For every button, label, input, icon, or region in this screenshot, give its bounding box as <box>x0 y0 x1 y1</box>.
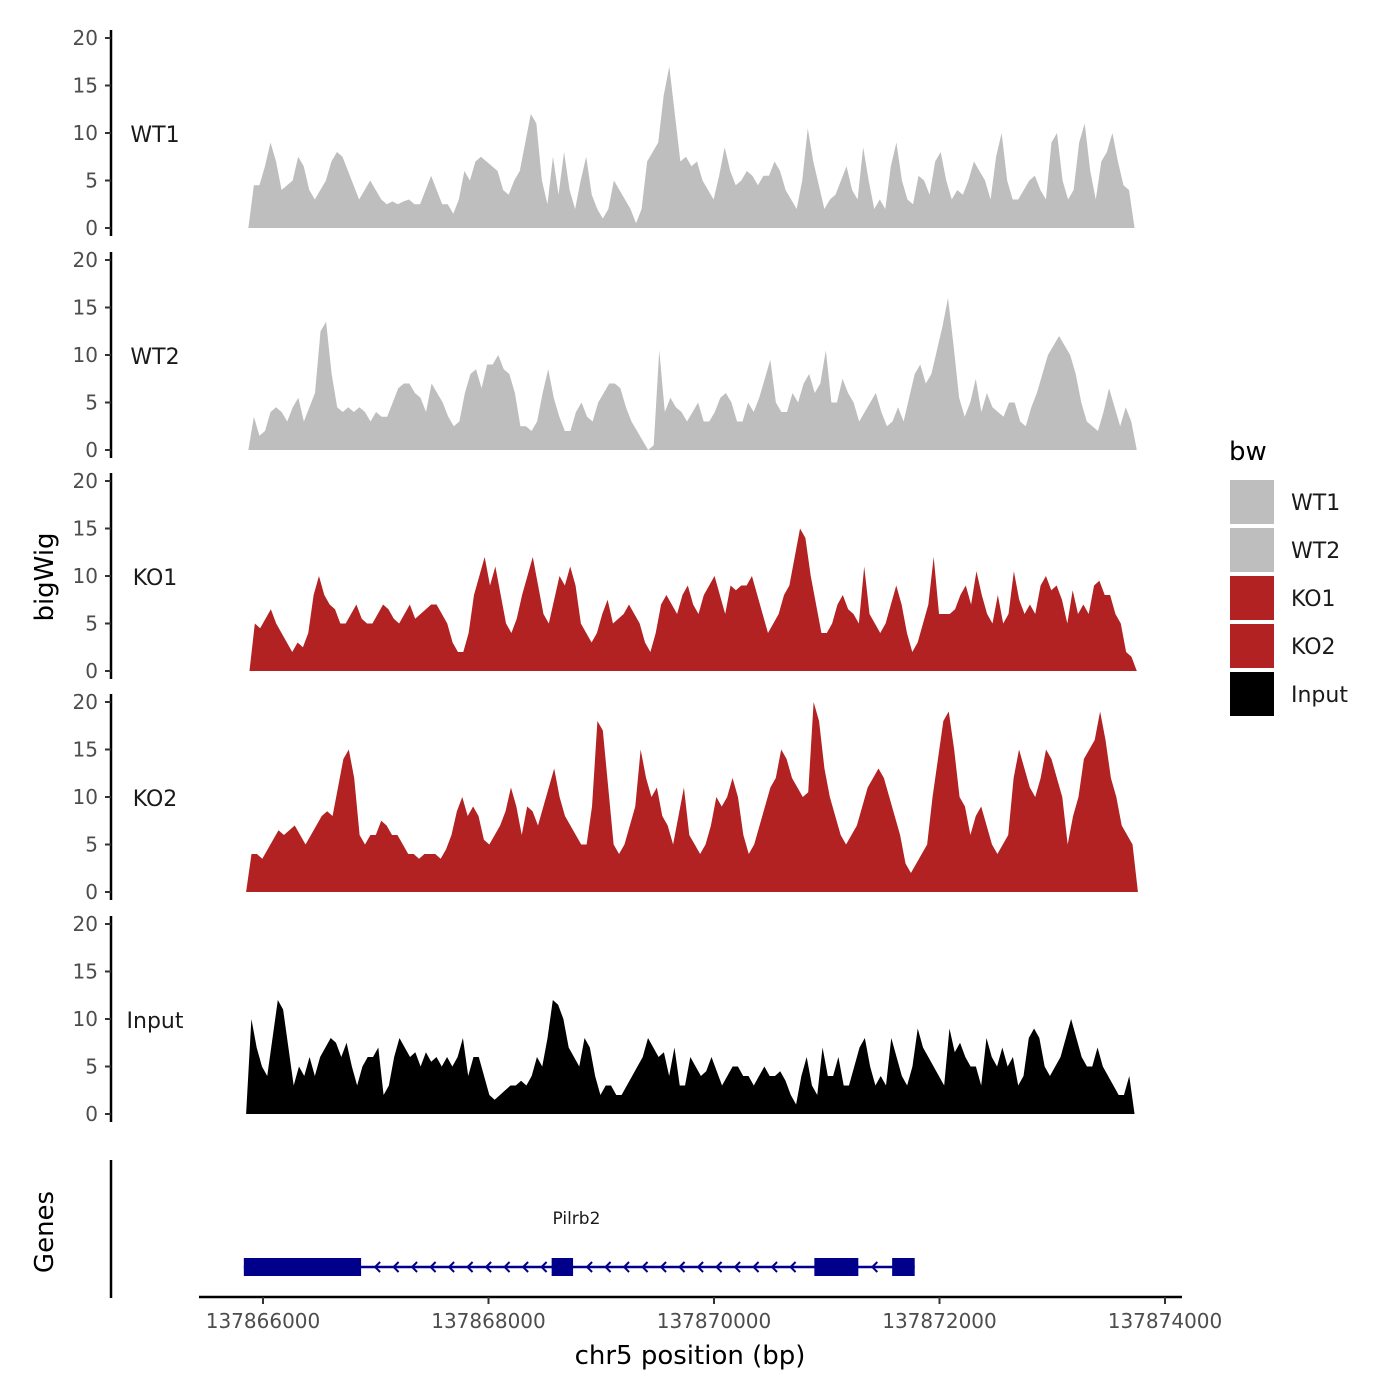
legend-label-wt2: WT2 <box>1291 539 1340 564</box>
y-tick-label: 5 <box>85 612 98 636</box>
strand-arrow <box>770 1261 778 1273</box>
strand-arrow <box>696 1261 704 1273</box>
strand-arrow <box>429 1261 437 1273</box>
track-label-wt1: WT1 <box>130 123 179 148</box>
y-tick-label: 10 <box>73 1007 98 1031</box>
strand-arrow <box>659 1261 667 1273</box>
y-tick-label: 20 <box>73 469 98 493</box>
gene-exon <box>551 1258 574 1276</box>
x-tick-label: 137872000 <box>882 1309 997 1333</box>
signal-area-ko1 <box>249 528 1137 671</box>
legend: bw WT1 WT2 KO1 KO2 Input <box>1229 437 1348 716</box>
y-tick-label: 10 <box>73 564 98 588</box>
legend-label-ko2: KO2 <box>1291 635 1336 660</box>
y-tick-label: 0 <box>85 216 98 240</box>
y-tick-label: 15 <box>73 74 98 98</box>
signal-area-input <box>246 1000 1135 1114</box>
strand-arrow <box>715 1261 723 1273</box>
strand-arrow <box>604 1261 612 1273</box>
y-tick-label: 20 <box>73 690 98 714</box>
x-tick-label: 137870000 <box>657 1309 772 1333</box>
track-label-input: Input <box>127 1009 184 1034</box>
y-tick-label: 5 <box>85 391 98 415</box>
track-panel-wt2: 0 5 10 15 20 WT2 <box>73 248 1137 462</box>
strand-arrow <box>410 1261 418 1273</box>
y-tick-label: 20 <box>73 26 98 50</box>
track-label-ko1: KO1 <box>133 566 178 591</box>
strand-arrow <box>585 1261 593 1273</box>
strand-arrow <box>484 1261 492 1273</box>
gene-exon <box>892 1258 915 1276</box>
legend-title: bw <box>1229 437 1267 467</box>
genes-axis-title: Genes <box>30 1191 60 1273</box>
legend-swatch-ko1 <box>1230 576 1274 620</box>
y-tick-label: 20 <box>73 912 98 936</box>
y-tick-label: 0 <box>85 1102 98 1126</box>
y-tick-label: 10 <box>73 343 98 367</box>
y-tick-label: 15 <box>73 960 98 984</box>
y-tick-label: 5 <box>85 833 98 857</box>
y-tick-label: 5 <box>85 169 98 193</box>
legend-swatch-ko2 <box>1230 624 1274 668</box>
track-panel-wt1: 0 5 10 15 20 WT1 <box>73 26 1135 240</box>
genes-panel: Pilrb2 <box>109 1160 915 1298</box>
strand-arrow <box>752 1261 760 1273</box>
y-tick-label: 15 <box>73 738 98 762</box>
strand-arrow <box>678 1261 686 1273</box>
gene-exon <box>814 1258 859 1276</box>
strand-arrow <box>447 1261 455 1273</box>
y-tick-label: 15 <box>73 517 98 541</box>
strand-arrow <box>521 1261 529 1273</box>
strand-arrow <box>392 1261 400 1273</box>
track-label-ko2: KO2 <box>133 787 178 812</box>
strand-arrow <box>641 1261 649 1273</box>
strand-arrow <box>622 1261 630 1273</box>
y-tick-label: 10 <box>73 785 98 809</box>
legend-label-wt1: WT1 <box>1291 491 1340 516</box>
track-panel-ko1: 0 5 10 15 20 KO1 <box>73 469 1137 683</box>
strand-arrow <box>870 1261 879 1273</box>
signal-area-wt1 <box>248 66 1135 228</box>
y-tick-label: 20 <box>73 248 98 272</box>
track-panel-ko2: 0 5 10 15 20 KO2 <box>73 690 1138 904</box>
gene-exon <box>243 1258 362 1276</box>
strand-arrow <box>733 1261 741 1273</box>
strand-arrow <box>540 1261 548 1273</box>
y-axis-title: bigWig <box>30 532 60 621</box>
track-label-wt2: WT2 <box>130 345 179 370</box>
x-axis-title: chr5 position (bp) <box>575 1341 806 1371</box>
x-tick-label: 137866000 <box>206 1309 321 1333</box>
track-panel-input: 0 5 10 15 20 Input <box>73 912 1135 1126</box>
legend-swatch-wt1 <box>1230 480 1274 524</box>
track-panels: 0 5 10 15 20 WT1 0 5 10 15 20 WT2 0 5 10 15 20 KO1 0 5 10 15 2… <box>73 26 1138 1126</box>
x-axis: 137866000 137868000 137870000 137872000 1378… <box>199 1295 1223 1333</box>
legend-label-ko1: KO1 <box>1291 587 1336 612</box>
strand-arrow <box>373 1261 381 1273</box>
gene-name-label: Pilrb2 <box>552 1209 600 1229</box>
x-tick-label: 137868000 <box>431 1309 546 1333</box>
y-tick-label: 5 <box>85 1055 98 1079</box>
y-tick-label: 15 <box>73 296 98 320</box>
legend-swatch-input <box>1230 672 1274 716</box>
signal-area-ko2 <box>246 702 1138 892</box>
legend-swatch-wt2 <box>1230 528 1274 572</box>
y-tick-label: 0 <box>85 659 98 683</box>
gene-pilrb2: Pilrb2 <box>243 1209 915 1276</box>
y-tick-label: 10 <box>73 121 98 145</box>
y-tick-label: 0 <box>85 438 98 462</box>
strand-arrow <box>466 1261 474 1273</box>
x-tick-label: 137874000 <box>1108 1309 1223 1333</box>
signal-area-wt2 <box>248 298 1137 450</box>
legend-label-input: Input <box>1291 683 1348 708</box>
strand-arrow <box>503 1261 511 1273</box>
strand-arrow <box>789 1261 797 1273</box>
y-tick-label: 0 <box>85 880 98 904</box>
